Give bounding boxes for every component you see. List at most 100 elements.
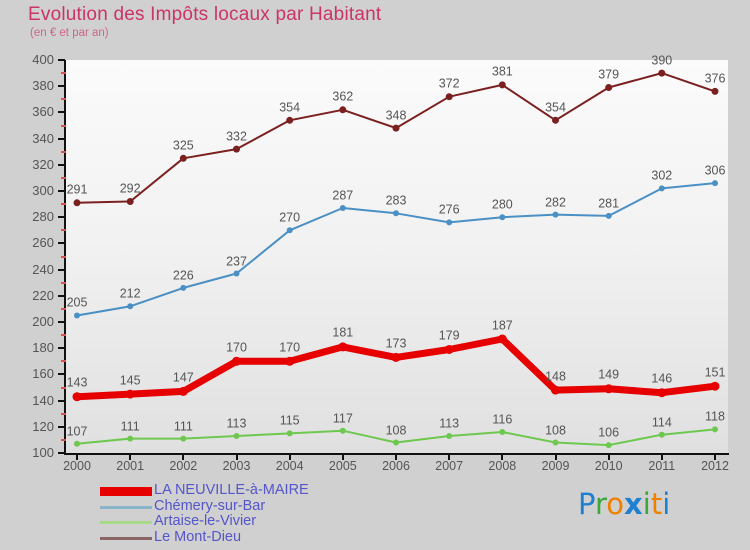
data-point[interactable] <box>446 219 453 226</box>
data-point[interactable] <box>339 106 347 114</box>
y-axis-tick-label: 140 <box>32 392 54 408</box>
y-axis-tick-label: 200 <box>32 314 54 329</box>
legend-label: LA NEUVILLE-à-MAIRE <box>154 482 309 498</box>
y-axis-tick <box>58 163 65 166</box>
data-point[interactable] <box>391 352 401 362</box>
data-point[interactable] <box>339 427 346 434</box>
data-point[interactable] <box>711 87 719 95</box>
data-point[interactable] <box>125 389 135 399</box>
y-axis-minor-tick <box>61 438 66 441</box>
data-point-label: 173 <box>385 336 407 351</box>
data-point[interactable] <box>499 429 506 435</box>
y-axis-minor-tick <box>61 229 66 232</box>
data-point[interactable] <box>393 439 399 446</box>
data-point[interactable] <box>286 227 293 234</box>
legend-item-1[interactable]: LA NEUVILLE-à-MAIRE <box>100 482 430 500</box>
chart-svg <box>72 69 720 449</box>
legend: LA NEUVILLE-à-MAIRE Chémery-sur-Bar Artais… <box>100 482 430 547</box>
data-point[interactable] <box>499 214 506 221</box>
data-point[interactable] <box>286 430 293 437</box>
data-point[interactable] <box>605 84 613 91</box>
data-point-label: 287 <box>332 188 354 203</box>
data-point[interactable] <box>605 212 612 219</box>
y-axis-minor-tick <box>61 386 66 389</box>
legend-item-2[interactable]: Chémery-sur-Bar <box>100 498 430 516</box>
data-point[interactable] <box>339 205 346 211</box>
data-point-label: 348 <box>385 108 407 123</box>
data-point[interactable] <box>498 81 506 89</box>
legend-label: Le Mont-Dieu <box>154 528 242 545</box>
series-3 <box>74 426 718 449</box>
legend-item-4[interactable]: Le Mont-Dieu <box>100 528 430 547</box>
data-point-label: 170 <box>226 340 247 355</box>
data-point[interactable] <box>180 435 187 442</box>
data-point[interactable] <box>604 384 614 394</box>
data-point-label: 143 <box>66 375 88 390</box>
x-axis-tick <box>288 453 291 460</box>
data-point[interactable] <box>657 388 667 398</box>
plot-area <box>65 60 728 453</box>
x-axis-tick <box>714 453 716 460</box>
x-axis-tick-label: 2011 <box>648 459 676 473</box>
data-point[interactable] <box>552 116 559 124</box>
data-point-label: 237 <box>226 254 247 269</box>
x-axis-tick-label: 2004 <box>275 459 304 473</box>
data-point[interactable] <box>179 154 187 162</box>
data-point-label: 372 <box>438 76 460 91</box>
y-axis-tick-label: 300 <box>32 183 54 198</box>
data-point[interactable] <box>710 381 720 391</box>
logo-letter-i-6: i <box>662 487 671 521</box>
data-point[interactable] <box>73 199 81 207</box>
series-2 <box>74 180 718 319</box>
data-point[interactable] <box>712 180 718 187</box>
data-point[interactable] <box>232 356 241 366</box>
x-axis-tick <box>448 453 451 460</box>
data-point[interactable] <box>178 386 188 396</box>
data-point[interactable] <box>551 385 560 395</box>
y-axis-tick <box>58 347 65 350</box>
proxiti-logo[interactable]: Proxiti <box>578 487 670 521</box>
data-point[interactable] <box>446 433 453 439</box>
y-axis-tick <box>58 452 65 454</box>
data-point[interactable] <box>126 198 134 205</box>
data-point[interactable] <box>605 442 612 449</box>
data-point[interactable] <box>658 185 665 192</box>
data-point[interactable] <box>72 392 82 402</box>
data-point[interactable] <box>552 211 559 218</box>
data-point[interactable] <box>127 435 134 442</box>
x-axis-tick <box>235 453 238 460</box>
data-point[interactable] <box>286 116 294 124</box>
data-point[interactable] <box>712 426 718 433</box>
y-axis-tick-label: 220 <box>32 287 54 303</box>
data-point[interactable] <box>444 345 454 354</box>
data-point[interactable] <box>445 93 453 101</box>
data-point[interactable] <box>497 334 507 344</box>
y-axis-tick-label: 240 <box>32 261 54 277</box>
data-point[interactable] <box>338 342 348 352</box>
data-point[interactable] <box>74 312 80 319</box>
y-axis-tick-label: 260 <box>32 235 54 251</box>
data-point[interactable] <box>233 145 240 153</box>
data-point[interactable] <box>285 356 295 366</box>
x-axis-tick-label: 2002 <box>169 459 198 473</box>
y-axis-minor-tick <box>61 176 66 179</box>
y-axis-minor-tick <box>61 72 66 75</box>
data-point[interactable] <box>552 439 559 446</box>
y-axis-minor-tick <box>61 360 66 363</box>
data-point[interactable] <box>180 284 187 291</box>
data-point[interactable] <box>392 124 400 132</box>
data-point-label: 181 <box>332 325 354 340</box>
data-point[interactable] <box>658 69 666 77</box>
data-point[interactable] <box>127 303 134 310</box>
data-point[interactable] <box>658 431 665 438</box>
y-axis-minor-tick <box>61 255 66 258</box>
data-point-label: 170 <box>279 340 301 355</box>
legend-item-3[interactable]: Artaise-le-Vivier <box>100 513 430 531</box>
data-point[interactable] <box>74 440 80 447</box>
data-point[interactable] <box>233 270 240 277</box>
data-point-label: 270 <box>279 210 301 225</box>
x-axis-tick-label: 2009 <box>541 459 570 473</box>
y-axis-tick <box>58 216 65 219</box>
data-point[interactable] <box>233 433 240 439</box>
data-point[interactable] <box>393 210 399 217</box>
